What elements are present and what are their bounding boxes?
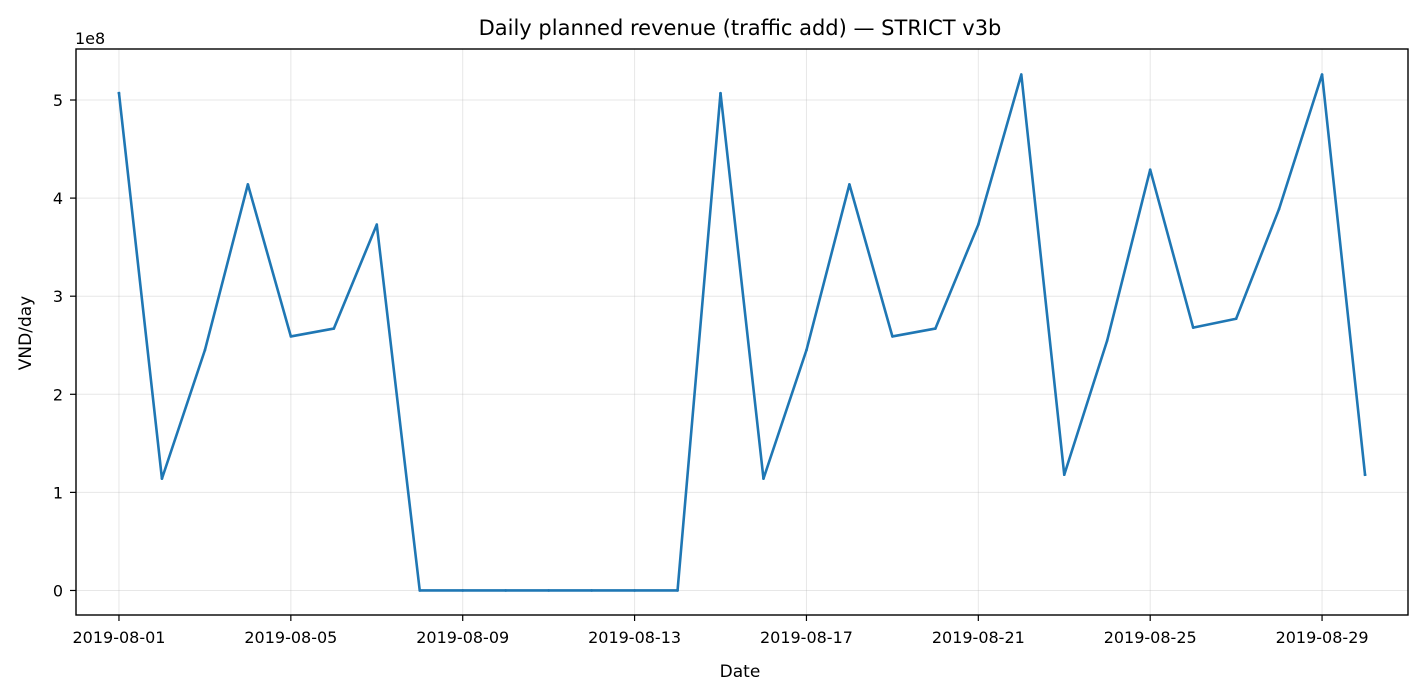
chart-title: Daily planned revenue (traffic add) — ST… [479,16,1002,40]
x-tick-label: 2019-08-25 [1104,628,1197,647]
data-point [1191,326,1195,329]
data-point [1105,339,1109,342]
data-point [1148,168,1152,171]
data-point [1277,207,1281,211]
y-tick-label: 0 [53,581,63,600]
axes: 2019-08-01 2019-08-05 2019-08-09 2019-08-13… [53,48,1409,647]
data-point [805,348,808,352]
y-tick-label: 4 [53,189,63,208]
x-tick-label: 2019-08-29 [1276,628,1369,647]
x-axis-label: Date [720,662,761,682]
x-tick-label: 2019-08-21 [932,628,1025,647]
data-point [461,589,465,592]
y-tick-label: 5 [53,91,63,110]
y-tick-label: 1 [53,483,63,502]
series-line [117,73,1367,592]
data-point [719,91,722,95]
data-point [418,589,422,592]
grid [76,49,1408,615]
y-axis-label: VND/day [16,296,36,370]
data-point [117,91,121,95]
data-point [848,183,851,186]
x-tick-label: 2019-08-01 [72,628,165,647]
data-point [590,589,593,592]
data-point [762,477,765,480]
x-tick-label: 2019-08-09 [416,628,509,647]
data-point [1363,473,1367,477]
data-point [633,589,636,592]
data-point [547,589,550,592]
data-point [375,223,379,226]
data-point [1320,73,1324,76]
x-tick-label: 2019-08-17 [760,628,853,647]
x-tick-label: 2019-08-05 [244,628,337,647]
data-point [1019,73,1023,76]
data-point [676,589,679,592]
y-tick-label: 2 [53,385,63,404]
series-layer [117,73,1367,592]
data-point [891,335,894,338]
x-tick-label: 2019-08-13 [588,628,681,647]
plot-frame [75,48,1409,616]
data-point [1062,473,1066,477]
data-point [332,327,336,330]
data-point [934,327,937,330]
data-point [289,335,293,338]
data-point [504,589,507,592]
data-point [246,183,250,186]
data-point [1234,317,1238,321]
data-point [160,477,164,480]
data-point [977,223,980,226]
data-point [203,348,207,352]
y-offset-label: 1e8 [75,29,105,48]
y-tick-label: 3 [53,287,63,306]
